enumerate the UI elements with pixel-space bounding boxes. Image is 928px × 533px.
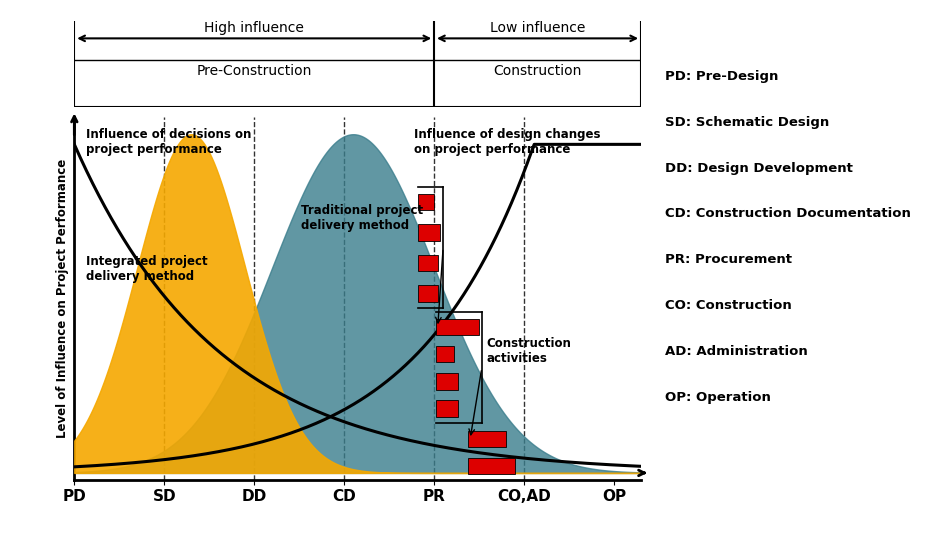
- Text: CD: Construction Documentation: CD: Construction Documentation: [664, 207, 909, 220]
- Text: Low influence: Low influence: [489, 21, 585, 35]
- Bar: [468, 431, 506, 447]
- Text: Integrated project
delivery method: Integrated project delivery method: [85, 255, 207, 283]
- Bar: [418, 194, 433, 210]
- Text: Pre-Construction: Pre-Construction: [197, 64, 312, 78]
- Bar: [418, 285, 437, 302]
- Text: DD: Design Development: DD: Design Development: [664, 161, 852, 174]
- Bar: [418, 224, 440, 240]
- Text: SD: Schematic Design: SD: Schematic Design: [664, 116, 828, 128]
- Text: AD: Administration: AD: Administration: [664, 345, 806, 358]
- Bar: [435, 400, 457, 417]
- Bar: [418, 255, 437, 271]
- Text: CO: Construction: CO: Construction: [664, 299, 791, 312]
- Bar: [435, 373, 457, 390]
- Text: Construction: Construction: [493, 64, 581, 78]
- Text: OP: Operation: OP: Operation: [664, 391, 770, 403]
- Text: Traditional project
delivery method: Traditional project delivery method: [301, 204, 422, 232]
- Bar: [435, 346, 454, 362]
- Bar: [435, 319, 479, 335]
- Text: Influence of design changes
on project performance: Influence of design changes on project p…: [414, 128, 600, 156]
- Text: Construction
activities: Construction activities: [485, 337, 571, 366]
- Bar: [468, 458, 514, 474]
- Text: PD: Pre-Design: PD: Pre-Design: [664, 70, 778, 83]
- Text: PR: Procurement: PR: Procurement: [664, 253, 791, 266]
- Y-axis label: Level of Influence on Project Performance: Level of Influence on Project Performanc…: [56, 159, 69, 438]
- Text: High influence: High influence: [204, 21, 303, 35]
- Text: Influence of decisions on
project performance: Influence of decisions on project perfor…: [85, 128, 251, 156]
